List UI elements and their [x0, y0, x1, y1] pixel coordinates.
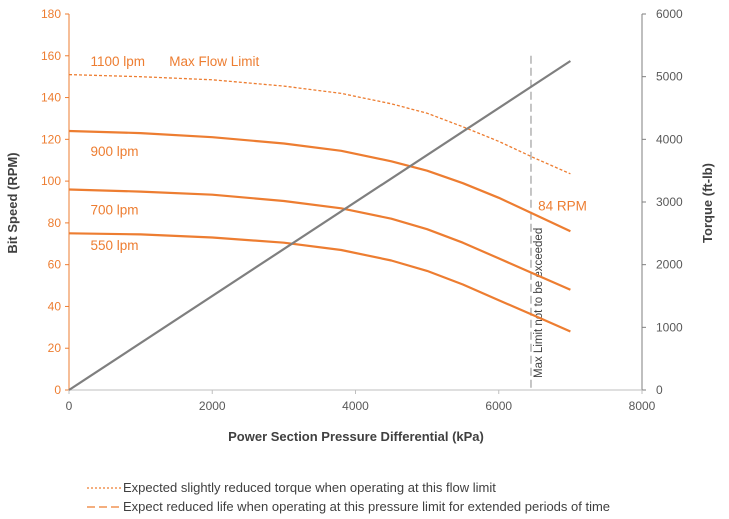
series-line-550-lpm	[68, 232, 571, 333]
y2-tick-label: 4000	[656, 132, 683, 146]
annotation-lpm700: 700 lpm	[90, 203, 138, 218]
series-line-900-lpm	[68, 129, 571, 233]
annotation-lpm900: 900 lpm	[90, 144, 138, 159]
x-tick-label: 8000	[629, 399, 656, 413]
series-line-torque	[68, 60, 572, 391]
y2-tick-label: 3000	[656, 195, 683, 209]
y-tick-label: 20	[48, 341, 62, 355]
legend-swatch-dotted	[87, 486, 121, 489]
y-tick-label: 160	[41, 49, 61, 63]
y-tick-label: 60	[48, 258, 62, 272]
legend-label-pressure-limit: Expect reduced life when operating at th…	[123, 499, 611, 514]
reference-line-group: Max Limit not to be exceeded	[530, 55, 545, 390]
series-group	[68, 60, 572, 391]
x-tick-label: 2000	[199, 399, 226, 413]
y-tick-label: 140	[41, 91, 61, 105]
x-axis-title: Power Section Pressure Differential (kPa…	[228, 429, 484, 444]
legend-item-pressure-limit: Expect reduced life when operating at th…	[87, 497, 727, 516]
legend: Expected slightly reduced torque when op…	[87, 478, 727, 516]
legend-swatch-dashed	[87, 505, 121, 508]
y2-tick-label: 5000	[656, 70, 683, 84]
x-tick-label: 6000	[485, 399, 512, 413]
annotation-max_flow: Max Flow Limit	[169, 54, 259, 69]
annotation-lpm550: 550 lpm	[90, 238, 138, 253]
y-tick-label: 40	[48, 299, 62, 313]
y-axis-ticks: 0 20 40 60 80 100 120 140 160 180	[41, 7, 69, 397]
y-tick-label: 80	[48, 216, 62, 230]
series-line-700-lpm	[68, 188, 571, 291]
y2-axis-ticks: 0 1000 2000 3000 4000 5000 6000	[642, 7, 683, 397]
x-axis-ticks: 0 2000 4000 6000 8000	[66, 390, 656, 413]
y2-tick-label: 1000	[656, 320, 683, 334]
reference-line-label: Max Limit not to be exceeded	[533, 228, 545, 378]
series-line-1100-lpm	[68, 73, 571, 175]
x-tick-label: 0	[66, 399, 73, 413]
y-tick-label: 100	[41, 174, 61, 188]
y-tick-label: 120	[41, 132, 61, 146]
annotation-rpm84: 84 RPM	[538, 198, 587, 213]
legend-label-flow-limit: Expected slightly reduced torque when op…	[123, 480, 496, 495]
y-tick-label: 0	[54, 383, 61, 397]
x-tick-label: 4000	[342, 399, 369, 413]
y2-tick-label: 0	[656, 383, 663, 397]
annotations: 1100 lpm Max Flow Limit 900 lpm 700 lpm 550 …	[90, 54, 586, 253]
y-tick-label: 180	[41, 7, 61, 21]
y2-axis-title: Torque (ft-lb)	[700, 163, 715, 243]
chart: 0 20 40 60 80 100 120 140 160 180 0 1000 2000 3000 40…	[5, 7, 715, 444]
y2-tick-label: 6000	[656, 7, 683, 21]
y-axis-title: Bit Speed (RPM)	[5, 152, 20, 253]
y2-tick-label: 2000	[656, 258, 683, 272]
annotation-lpm1100: 1100 lpm	[90, 54, 145, 69]
legend-item-flow-limit: Expected slightly reduced torque when op…	[87, 478, 727, 497]
